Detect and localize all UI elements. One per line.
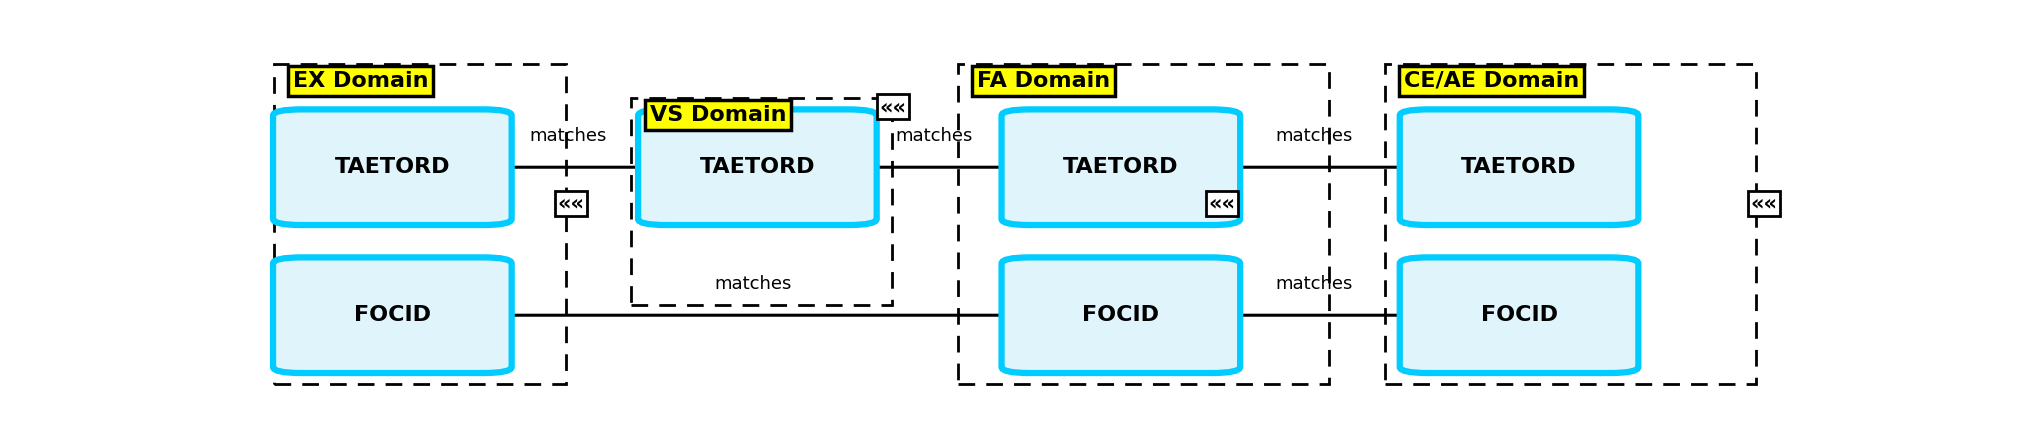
Text: ««: «« — [1209, 194, 1236, 213]
Text: matches: matches — [1274, 275, 1352, 293]
FancyBboxPatch shape — [1399, 110, 1639, 225]
Text: FOCID: FOCID — [1480, 305, 1558, 325]
Text: FOCID: FOCID — [355, 305, 430, 325]
Bar — [273, 64, 567, 384]
Text: EX Domain: EX Domain — [294, 71, 428, 91]
FancyBboxPatch shape — [273, 257, 512, 373]
FancyBboxPatch shape — [1399, 257, 1639, 373]
Text: FA Domain: FA Domain — [977, 71, 1109, 91]
Text: TAETORD: TAETORD — [1462, 157, 1576, 177]
Text: TAETORD: TAETORD — [1062, 157, 1179, 177]
Text: matches: matches — [895, 127, 973, 145]
Bar — [630, 98, 891, 305]
Bar — [1384, 64, 1756, 384]
Text: ««: «« — [879, 97, 907, 117]
Bar — [958, 64, 1329, 384]
Text: TAETORD: TAETORD — [699, 157, 816, 177]
Text: matches: matches — [714, 275, 791, 293]
Text: CE/AE Domain: CE/AE Domain — [1403, 71, 1578, 91]
FancyBboxPatch shape — [1001, 257, 1240, 373]
Text: FOCID: FOCID — [1083, 305, 1160, 325]
FancyBboxPatch shape — [273, 110, 512, 225]
Text: matches: matches — [1274, 127, 1352, 145]
FancyBboxPatch shape — [638, 110, 877, 225]
Text: ««: «« — [557, 194, 585, 213]
Text: TAETORD: TAETORD — [334, 157, 451, 177]
FancyBboxPatch shape — [1001, 110, 1240, 225]
Text: ««: «« — [1752, 194, 1778, 213]
Text: matches: matches — [528, 127, 606, 145]
Text: VS Domain: VS Domain — [650, 105, 787, 125]
